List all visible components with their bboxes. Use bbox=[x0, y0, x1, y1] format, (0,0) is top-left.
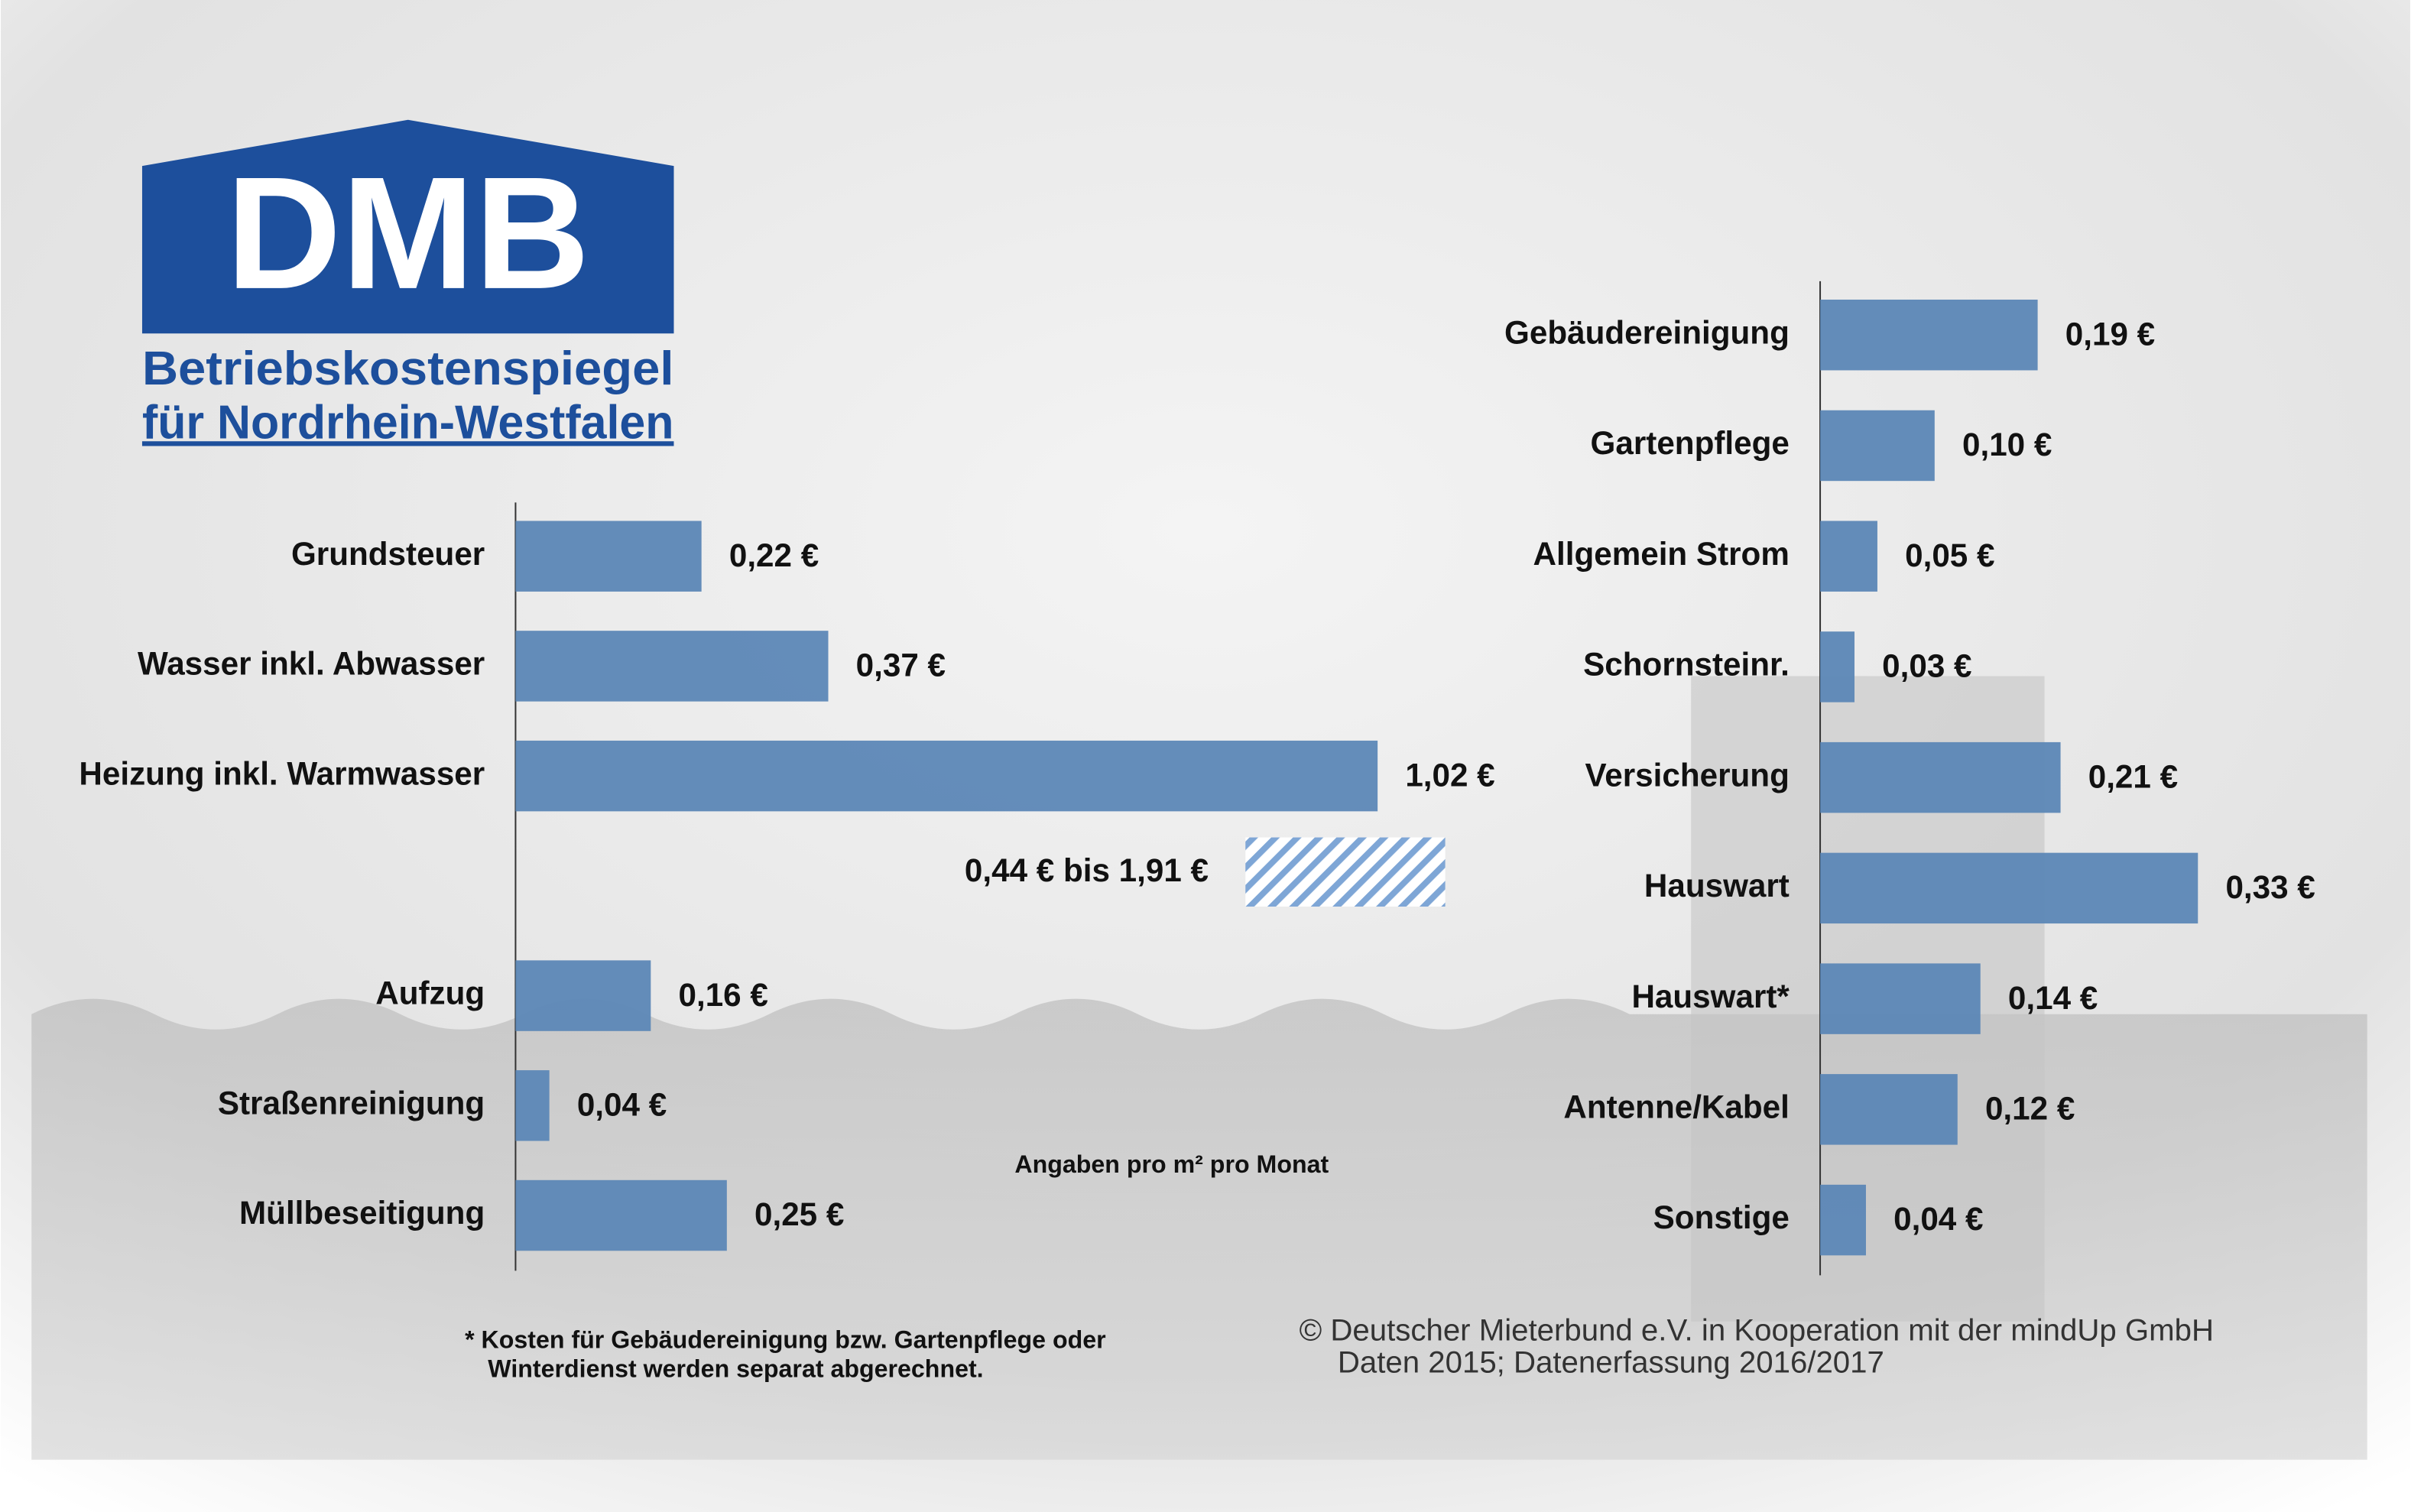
value-label: 1,02 € bbox=[1405, 757, 1494, 793]
bar bbox=[1820, 299, 2038, 371]
bar bbox=[515, 740, 1378, 812]
value-label: 0,16 € bbox=[679, 977, 768, 1013]
value-label: 0,19 € bbox=[2065, 316, 2155, 352]
range-swatch bbox=[1245, 837, 1446, 907]
value-label: 0,21 € bbox=[2088, 758, 2178, 794]
credit: Daten 2015; Datenerfassung 2016/2017 bbox=[1338, 1345, 1884, 1380]
category-label: Grundsteuer bbox=[291, 536, 485, 572]
value-label: 0,12 € bbox=[1985, 1091, 2075, 1127]
bar bbox=[1820, 521, 1877, 592]
bar bbox=[515, 1070, 550, 1141]
bar bbox=[1820, 410, 1935, 482]
logo-house bbox=[141, 119, 674, 334]
bar bbox=[1820, 631, 1854, 702]
category-label: Versicherung bbox=[1585, 757, 1789, 793]
bar bbox=[515, 1179, 727, 1251]
credit: © Deutscher Mieterbund e.V. in Kooperati… bbox=[1300, 1312, 2214, 1347]
footnote: * Kosten für Gebäudereinigung bzw. Garte… bbox=[465, 1325, 1106, 1353]
value-label: 0,33 € bbox=[2225, 869, 2315, 905]
value-label: 0,05 € bbox=[1905, 537, 1994, 573]
category-label: Allgemein Strom bbox=[1533, 536, 1790, 572]
category-label: Heizung inkl. Warmwasser bbox=[79, 755, 485, 791]
bar bbox=[515, 960, 651, 1031]
bar bbox=[1820, 741, 2061, 813]
unit-note: Angaben pro m² pro Monat bbox=[1014, 1150, 1329, 1178]
bar bbox=[515, 631, 829, 702]
bar bbox=[1820, 963, 1981, 1034]
value-label: 0,10 € bbox=[1962, 427, 2052, 462]
logo-line: Betriebskostenspiegel bbox=[142, 342, 674, 395]
category-label: Wasser inkl. Abwasser bbox=[138, 646, 485, 682]
logo-line: für Nordrhein-Westfalen bbox=[142, 396, 674, 449]
footnote: Winterdienst werden separat abgerechnet. bbox=[488, 1355, 983, 1383]
category-label: Straßenreinigung bbox=[218, 1085, 485, 1121]
category-label: Hauswart* bbox=[1631, 978, 1790, 1014]
value-label: 0,22 € bbox=[729, 537, 819, 573]
category-label: Aufzug bbox=[375, 975, 485, 1011]
category-label: Gebäudereinigung bbox=[1504, 314, 1790, 350]
value-label: 0,14 € bbox=[2008, 980, 2098, 1016]
category-label: Hauswart bbox=[1644, 868, 1790, 904]
category-label: Schornsteinr. bbox=[1583, 647, 1790, 683]
category-label: Antenne/Kabel bbox=[1563, 1089, 1789, 1124]
value-label: 0,25 € bbox=[754, 1196, 844, 1232]
category-label: Sonstige bbox=[1653, 1199, 1790, 1235]
bar bbox=[515, 521, 702, 592]
logo-title: DMB bbox=[226, 144, 590, 323]
range-annotation: 0,44 € bis 1,91 € bbox=[965, 852, 1209, 888]
value-label: 0,04 € bbox=[1893, 1201, 1983, 1237]
bar bbox=[1820, 852, 2198, 924]
value-label: 0,37 € bbox=[856, 647, 946, 683]
category-label: Gartenpflege bbox=[1591, 425, 1790, 461]
value-label: 0,03 € bbox=[1882, 648, 1971, 684]
category-label: Müllbeseitigung bbox=[239, 1195, 485, 1231]
bar bbox=[1820, 1074, 1958, 1145]
value-label: 0,04 € bbox=[577, 1086, 667, 1122]
bar bbox=[1820, 1184, 1866, 1256]
